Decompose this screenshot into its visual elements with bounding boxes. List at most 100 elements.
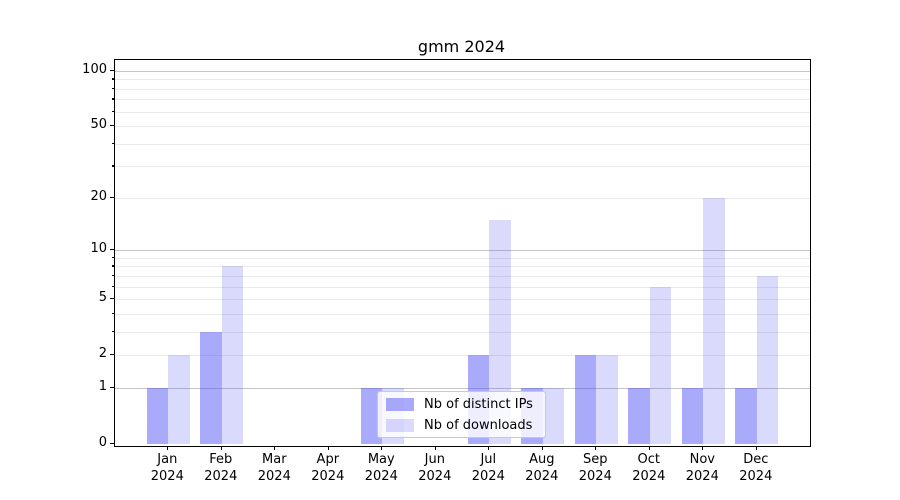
y-tick-mark (110, 249, 114, 251)
gridline-minor (115, 299, 810, 301)
y-tick-mark (110, 443, 114, 445)
x-tick-month: Mar (262, 452, 287, 467)
gridline-minor (115, 166, 810, 168)
x-tick-mark (327, 446, 329, 450)
x-tick-mark (381, 446, 383, 450)
bar-downloads (596, 355, 618, 444)
gridline-minor (115, 79, 810, 81)
x-tick-month: Feb (209, 452, 233, 467)
bar-downloads (756, 275, 779, 444)
x-tick-month: May (367, 452, 395, 467)
gridline-major (115, 388, 810, 389)
x-tick-mark (434, 446, 436, 450)
bar-distinct-ips (628, 388, 650, 444)
x-tick-month: Jun (424, 452, 445, 467)
x-tick-label: Oct 2024 (619, 451, 679, 485)
y-minor-tick-mark (111, 330, 114, 333)
x-tick-year: 2024 (311, 469, 345, 484)
x-tick-year: 2024 (150, 469, 184, 484)
gridline-minor (115, 111, 810, 113)
y-minor-tick-mark (111, 265, 114, 267)
x-tick-year: 2024 (257, 469, 291, 484)
legend-label-downloads: Nb of downloads (424, 417, 533, 433)
x-tick-month: Apr (316, 452, 340, 467)
bar-downloads (221, 266, 244, 444)
y-minor-tick-mark (111, 312, 114, 315)
x-tick-mark (541, 446, 543, 450)
gridline-minor (115, 99, 810, 101)
x-tick-label: Jul 2024 (458, 451, 518, 485)
x-tick-year: 2024 (525, 469, 559, 484)
x-tick-month: Jul (480, 452, 497, 467)
x-tick-label: Jun 2024 (405, 451, 465, 485)
y-minor-tick-mark (111, 165, 114, 167)
x-tick-label: Aug 2024 (512, 451, 572, 485)
x-tick-year: 2024 (632, 469, 666, 484)
bar-downloads (542, 388, 565, 444)
bar-downloads (489, 219, 511, 444)
bar-distinct-ips (681, 388, 704, 444)
y-tick-mark (110, 196, 114, 199)
plot-area (114, 59, 811, 447)
legend-row: Nb of downloads (386, 417, 545, 434)
y-tick-label: 1 (98, 379, 107, 394)
legend-row: Nb of distinct IPs (386, 396, 545, 413)
y-tick-label: 20 (90, 188, 107, 204)
gridline-minor (115, 286, 810, 288)
y-tick-label: 2 (98, 346, 107, 362)
y-tick-label: 10 (90, 241, 107, 257)
x-tick-year: 2024 (471, 469, 505, 484)
x-tick-mark (488, 446, 490, 450)
bar-downloads (703, 197, 725, 444)
y-minor-tick-mark (111, 98, 114, 100)
y-tick-label: 5 (98, 290, 107, 306)
x-tick-label: Nov 2024 (672, 451, 732, 485)
bar-distinct-ips (200, 331, 222, 444)
gridline-minor (115, 257, 810, 259)
x-tick-label: May 2024 (351, 451, 411, 485)
x-tick-mark (702, 446, 704, 450)
x-tick-label: Apr 2024 (298, 451, 358, 485)
x-tick-month: Oct (637, 452, 661, 467)
legend: Nb of distinct IPs Nb of downloads (377, 391, 546, 438)
x-tick-mark (274, 446, 276, 450)
y-minor-tick-mark (111, 285, 114, 287)
y-tick-mark (110, 125, 114, 127)
gridline-minor (115, 331, 810, 333)
x-tick-year: 2024 (418, 469, 452, 484)
legend-label-distinct-ips: Nb of distinct IPs (424, 396, 533, 412)
x-tick-label: Feb 2024 (191, 451, 251, 485)
x-tick-month: Dec (743, 452, 769, 467)
y-tick-mark (110, 70, 114, 72)
x-tick-label: Jan 2024 (137, 451, 197, 485)
x-tick-mark (220, 446, 222, 450)
gridline-major (115, 250, 810, 252)
y-minor-tick-mark (111, 256, 114, 259)
x-tick-month: Aug (529, 452, 555, 467)
bar-distinct-ips (360, 388, 383, 444)
x-tick-label: Dec 2024 (726, 451, 786, 485)
x-tick-mark (167, 446, 169, 450)
gridline-minor (115, 275, 810, 277)
y-tick-label: 0 (98, 435, 107, 450)
gridline-minor (115, 88, 810, 90)
x-tick-mark (755, 446, 757, 450)
x-tick-month: Jan (157, 452, 178, 467)
x-tick-label: Mar 2024 (244, 451, 304, 485)
x-tick-year: 2024 (578, 469, 612, 484)
x-tick-year: 2024 (685, 469, 719, 484)
y-minor-tick-mark (111, 142, 114, 144)
x-tick-year: 2024 (364, 469, 398, 484)
bar-downloads (649, 286, 672, 444)
gridline-minor (115, 143, 810, 145)
gridline-minor (115, 197, 810, 199)
x-tick-label: Sep 2024 (565, 451, 625, 485)
y-tick-label: 50 (90, 117, 107, 133)
legend-swatch-distinct-ips (386, 397, 414, 411)
y-minor-tick-mark (111, 274, 114, 277)
gridline-minor (115, 313, 810, 315)
x-tick-mark (648, 446, 650, 450)
chart-title: gmm 2024 (417, 37, 506, 56)
y-minor-tick-mark (111, 87, 114, 89)
x-tick-month: Sep (583, 452, 608, 467)
